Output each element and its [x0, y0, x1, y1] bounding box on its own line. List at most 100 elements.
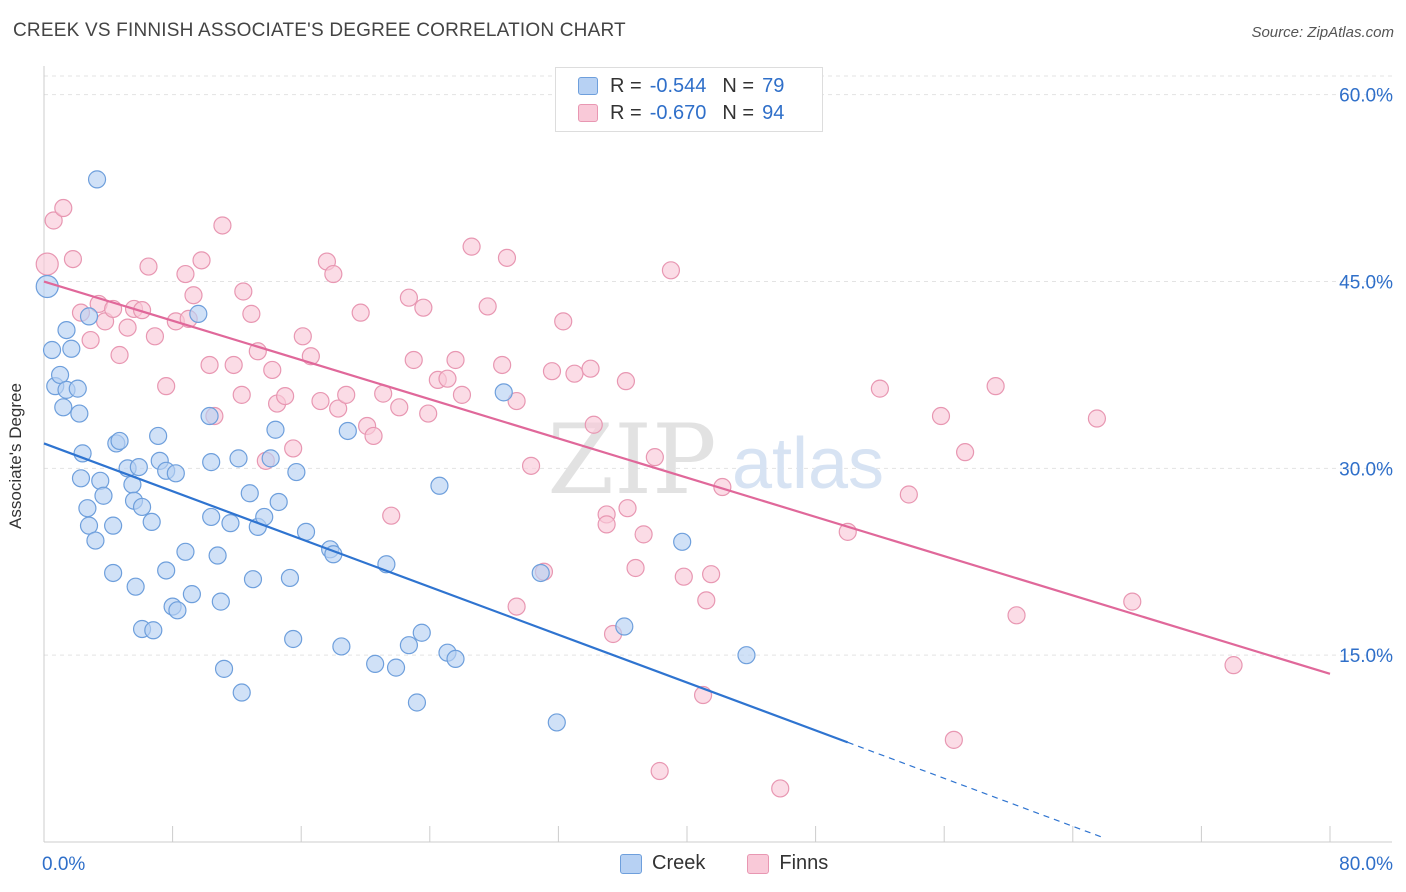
- finns-point: [697, 591, 716, 610]
- finns-point: [276, 387, 295, 406]
- creek-point: [62, 339, 81, 358]
- y-tick-label-3: 60.0%: [1339, 86, 1393, 107]
- y-tick-label-0: 15.0%: [1339, 646, 1393, 667]
- creek-point: [182, 585, 201, 604]
- creek-trend-line: [43, 442, 849, 744]
- creek-point: [86, 531, 105, 550]
- finns-point: [200, 355, 219, 375]
- creek-point: [332, 637, 351, 656]
- finns-point: [645, 448, 664, 467]
- finns-point: [446, 350, 465, 370]
- creek-point: [54, 398, 73, 417]
- finns-point: [364, 426, 383, 446]
- legend-item-finns[interactable]: Finns: [747, 852, 828, 875]
- creek-point: [284, 629, 303, 649]
- finns-point: [224, 355, 243, 375]
- creek-swatch: [578, 77, 598, 95]
- finns-point: [351, 303, 370, 322]
- creek-point: [214, 659, 234, 678]
- finns-point: [232, 385, 251, 404]
- finns-point: [597, 515, 616, 534]
- finns-point: [955, 443, 975, 462]
- creek-point: [399, 636, 419, 655]
- finns-point: [382, 506, 401, 525]
- y-tick-label-1: 30.0%: [1339, 459, 1393, 480]
- finns-point: [616, 372, 636, 391]
- creek-point: [240, 484, 259, 503]
- finns-point: [63, 249, 83, 269]
- finns-point: [184, 286, 203, 305]
- finns-swatch: [578, 104, 598, 122]
- finns-series: [35, 198, 1243, 798]
- finns-point: [404, 350, 423, 370]
- legend-row-finns: R = -0.670 N = 94: [578, 100, 784, 126]
- creek-point: [531, 563, 550, 583]
- finns-point: [870, 379, 890, 398]
- finns-point: [1087, 409, 1107, 428]
- finns-point: [584, 415, 603, 434]
- creek-point: [386, 658, 406, 677]
- creek-point: [202, 507, 221, 527]
- legend-row-creek: R = -0.544 N = 79: [578, 73, 784, 99]
- finns-point: [507, 597, 526, 616]
- axes: [43, 66, 1392, 843]
- finns-r-label: R =: [610, 101, 642, 124]
- creek-point: [200, 406, 219, 426]
- finns-point: [139, 257, 158, 276]
- creek-point: [243, 570, 263, 589]
- finns-point: [462, 237, 481, 256]
- correlation-legend: R = -0.544 N = 79 R = -0.670 N = 94: [555, 67, 823, 132]
- finns-point: [1224, 656, 1243, 675]
- finns-point: [542, 362, 562, 381]
- creek-point: [232, 683, 251, 702]
- legend-item-creek[interactable]: Creek: [620, 852, 705, 875]
- finns-legend-label: Finns: [779, 852, 829, 874]
- finns-point: [452, 385, 472, 404]
- finns-point: [110, 345, 129, 365]
- finns-point: [242, 304, 261, 323]
- creek-point: [221, 514, 240, 533]
- x-tick-label-1: 80.0%: [1339, 854, 1393, 875]
- finns-point: [581, 359, 600, 378]
- creek-legend-label: Creek: [652, 852, 706, 874]
- finns-point: [507, 391, 526, 411]
- finns-n-label: N =: [722, 101, 755, 124]
- finns-point: [399, 288, 419, 307]
- finns-point: [438, 369, 457, 388]
- creek-point: [71, 469, 91, 488]
- creek-point: [110, 431, 129, 451]
- creek-point: [366, 654, 385, 673]
- finns-point: [931, 406, 951, 426]
- finns-point: [1007, 606, 1026, 625]
- finns-point: [618, 499, 637, 518]
- finns-point: [661, 261, 681, 280]
- finns-point: [44, 211, 63, 230]
- creek-point: [261, 449, 280, 468]
- finns-r-value: -0.670: [649, 101, 707, 124]
- creek-point: [189, 304, 208, 323]
- finns-point: [192, 251, 211, 270]
- finns-point: [497, 248, 517, 267]
- creek-trend-extension: [847, 741, 1106, 839]
- creek-point: [615, 617, 634, 636]
- creek-point: [68, 379, 87, 398]
- creek-point: [266, 420, 285, 439]
- finns-point: [634, 525, 653, 544]
- creek-point: [407, 693, 427, 712]
- finns-point: [293, 327, 312, 346]
- finns-point: [81, 330, 100, 350]
- finns-point: [234, 282, 253, 301]
- creek-point: [202, 453, 221, 472]
- creek-point: [144, 621, 163, 640]
- source-credit: Source: ZipAtlas.com: [1251, 24, 1394, 41]
- creek-point: [168, 601, 187, 620]
- x-tick-label-0: 0.0%: [42, 854, 85, 875]
- finns-point: [54, 198, 73, 218]
- creek-point: [132, 497, 152, 517]
- creek-point: [104, 516, 123, 535]
- creek-r-value: -0.544: [649, 74, 707, 97]
- creek-point: [280, 568, 300, 588]
- creek-point: [430, 476, 449, 495]
- creek-point: [78, 499, 97, 518]
- finns-point: [565, 364, 584, 383]
